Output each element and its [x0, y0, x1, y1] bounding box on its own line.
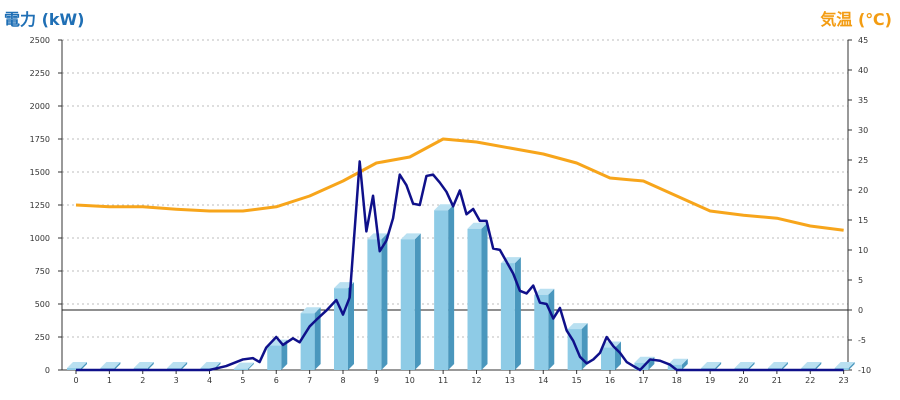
x-tick-label: 16	[605, 376, 615, 385]
bar	[367, 233, 388, 370]
left-tick-label: 1250	[30, 201, 50, 210]
bar	[400, 233, 421, 370]
right-tick-label: 15	[858, 216, 868, 225]
left-tick-label: 1000	[30, 234, 50, 243]
right-tick-label: -5	[858, 336, 866, 345]
temperature-line	[75, 137, 844, 232]
right-tick-label: 5	[858, 276, 863, 285]
x-tick-label: 6	[274, 376, 279, 385]
x-tick-label: 17	[638, 376, 648, 385]
bar	[534, 288, 555, 370]
bar	[500, 257, 521, 370]
x-tick-label: 15	[572, 376, 582, 385]
x-tick-label: 19	[705, 376, 715, 385]
bar	[467, 222, 488, 370]
x-tick-label: 2	[140, 376, 145, 385]
x-tick-label: 14	[538, 376, 548, 385]
x-tick-label: 0	[73, 376, 78, 385]
left-tick-label: 1500	[30, 168, 50, 177]
left-tick-label: 2500	[30, 36, 50, 45]
left-tick-label: 0	[45, 366, 50, 375]
right-tick-label: 35	[858, 96, 868, 105]
x-tick-label: 4	[207, 376, 212, 385]
x-tick-label: 8	[340, 376, 345, 385]
right-tick-label: 45	[858, 36, 868, 45]
bar	[434, 204, 455, 370]
x-tick-label: 5	[240, 376, 245, 385]
power-line	[76, 160, 844, 372]
right-tick-label: 10	[858, 246, 868, 255]
x-tick-label: 23	[839, 376, 849, 385]
x-tick-label: 1	[107, 376, 112, 385]
bar	[233, 362, 254, 370]
left-tick-label: 750	[35, 267, 50, 276]
x-tick-label: 21	[772, 376, 782, 385]
x-tick-label: 7	[307, 376, 312, 385]
left-tick-label: 2000	[30, 102, 50, 111]
x-tick-label: 11	[438, 376, 448, 385]
left-tick-label: 1750	[30, 135, 50, 144]
left-tick-label: 2250	[30, 69, 50, 78]
right-tick-label: -10	[858, 366, 871, 375]
x-tick-label: 20	[738, 376, 748, 385]
x-tick-label: 12	[471, 376, 481, 385]
x-tick-label: 22	[805, 376, 815, 385]
x-tick-label: 9	[374, 376, 379, 385]
right-tick-label: 25	[858, 156, 868, 165]
left-axis-title: 電力 (kW)	[4, 10, 85, 29]
bar	[300, 307, 321, 370]
right-tick-label: 20	[858, 186, 868, 195]
right-tick-label: 0	[858, 306, 863, 315]
x-tick-label: 18	[672, 376, 682, 385]
x-tick-label: 10	[405, 376, 415, 385]
right-tick-label: 30	[858, 126, 868, 135]
left-tick-label: 250	[35, 333, 50, 342]
bar	[67, 362, 87, 370]
left-tick-label: 500	[35, 300, 50, 309]
right-axis-title: 気温 (℃)	[820, 10, 892, 29]
right-tick-label: 40	[858, 66, 868, 75]
x-tick-label: 3	[174, 376, 179, 385]
x-tick-label: 13	[505, 376, 515, 385]
